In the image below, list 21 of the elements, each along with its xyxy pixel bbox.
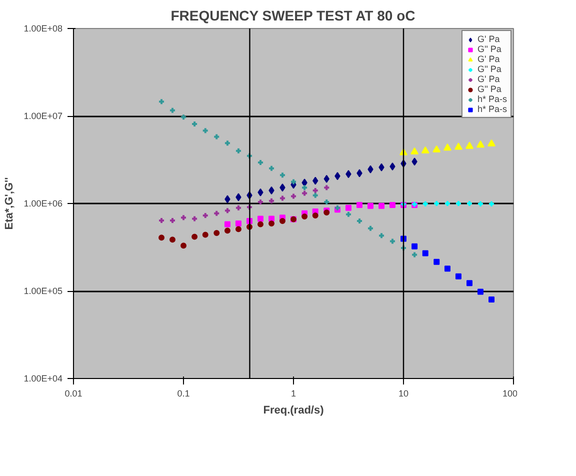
legend-label: G' Pa bbox=[477, 54, 500, 64]
legend-label: G' Pa bbox=[477, 34, 500, 44]
legend-label: G'' Pa bbox=[477, 44, 502, 54]
legend-label: G'' Pa bbox=[477, 64, 502, 74]
y-tick-label: 1.00E+06 bbox=[24, 198, 63, 208]
x-axis-title: Freq.(rad/s) bbox=[263, 404, 324, 416]
x-tick-label: 0.01 bbox=[64, 388, 82, 398]
legend-label: h* Pa-s bbox=[477, 104, 507, 114]
legend-label: G'' Pa bbox=[477, 84, 502, 94]
y-tick-label: 1.00E+08 bbox=[24, 24, 63, 34]
y-tick-label: 1.00E+07 bbox=[24, 111, 63, 121]
legend-label: h* Pa-s bbox=[477, 94, 507, 104]
chart-title: FREQUENCY SWEEP TEST AT 80 oC bbox=[170, 8, 416, 24]
x-tick-label: 1 bbox=[290, 388, 296, 398]
legend-label: G' Pa bbox=[477, 74, 500, 84]
y-tick-label: 1.00E+04 bbox=[24, 374, 63, 384]
x-tick-label: 0.1 bbox=[177, 388, 190, 398]
x-tick-label: 100 bbox=[502, 388, 518, 398]
y-tick-label: 1.00E+05 bbox=[24, 286, 63, 296]
y-axis-title: Eta*,G',G'' bbox=[4, 176, 16, 230]
x-tick-label: 10 bbox=[398, 388, 409, 398]
